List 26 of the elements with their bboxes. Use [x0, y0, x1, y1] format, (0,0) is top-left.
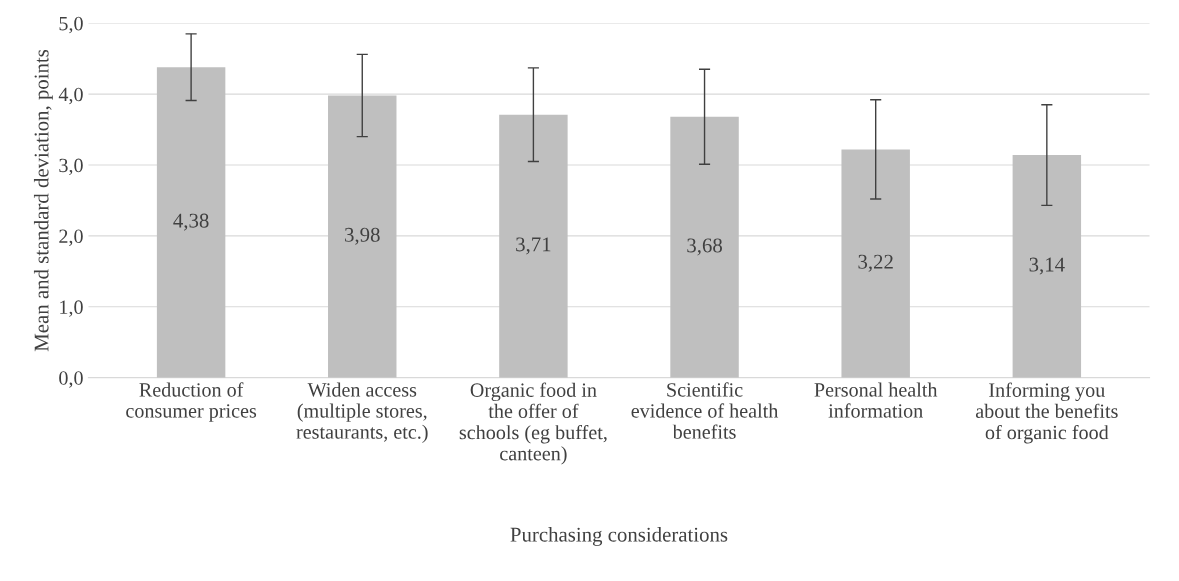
x-axis-title: Purchasing considerations — [510, 527, 728, 546]
bar — [499, 114, 568, 378]
x-tick-label: Organic food in the offer of schools (eg buffet, canteen) — [459, 382, 607, 465]
y-tick-label: 2,0 — [59, 229, 83, 246]
x-tick-label: Reduction of consumer prices — [126, 382, 257, 422]
data-label: 3,22 — [858, 254, 893, 272]
data-label: 3,98 — [345, 227, 380, 245]
y-tick-label: 4,0 — [58, 87, 83, 105]
y-tick-label: 0,0 — [59, 371, 83, 388]
bar — [1012, 155, 1082, 378]
x-tick-label: Widen access (multiple stores, restaurants, etc.) — [296, 382, 428, 443]
y-tick-label: 5,0 — [59, 16, 83, 34]
data-label: 3,71 — [516, 237, 551, 255]
data-label: 3,14 — [1029, 257, 1065, 275]
bar — [841, 149, 910, 378]
data-label: 4,38 — [173, 213, 209, 231]
x-tick-label: Personal health information — [814, 382, 938, 418]
bar — [670, 116, 739, 378]
bar — [156, 67, 226, 378]
y-tick-label: 1,0 — [60, 300, 83, 317]
y-axis-title: Mean and standard deviation, points — [33, 49, 53, 352]
x-tick-label: Scientific evidence of health benefits — [631, 382, 779, 439]
data-label: 3,68 — [687, 238, 722, 256]
bar — [328, 95, 397, 378]
x-tick-label: Informing you about the benefits of organic food — [975, 382, 1118, 444]
y-tick-label: 3,0 — [59, 158, 83, 176]
